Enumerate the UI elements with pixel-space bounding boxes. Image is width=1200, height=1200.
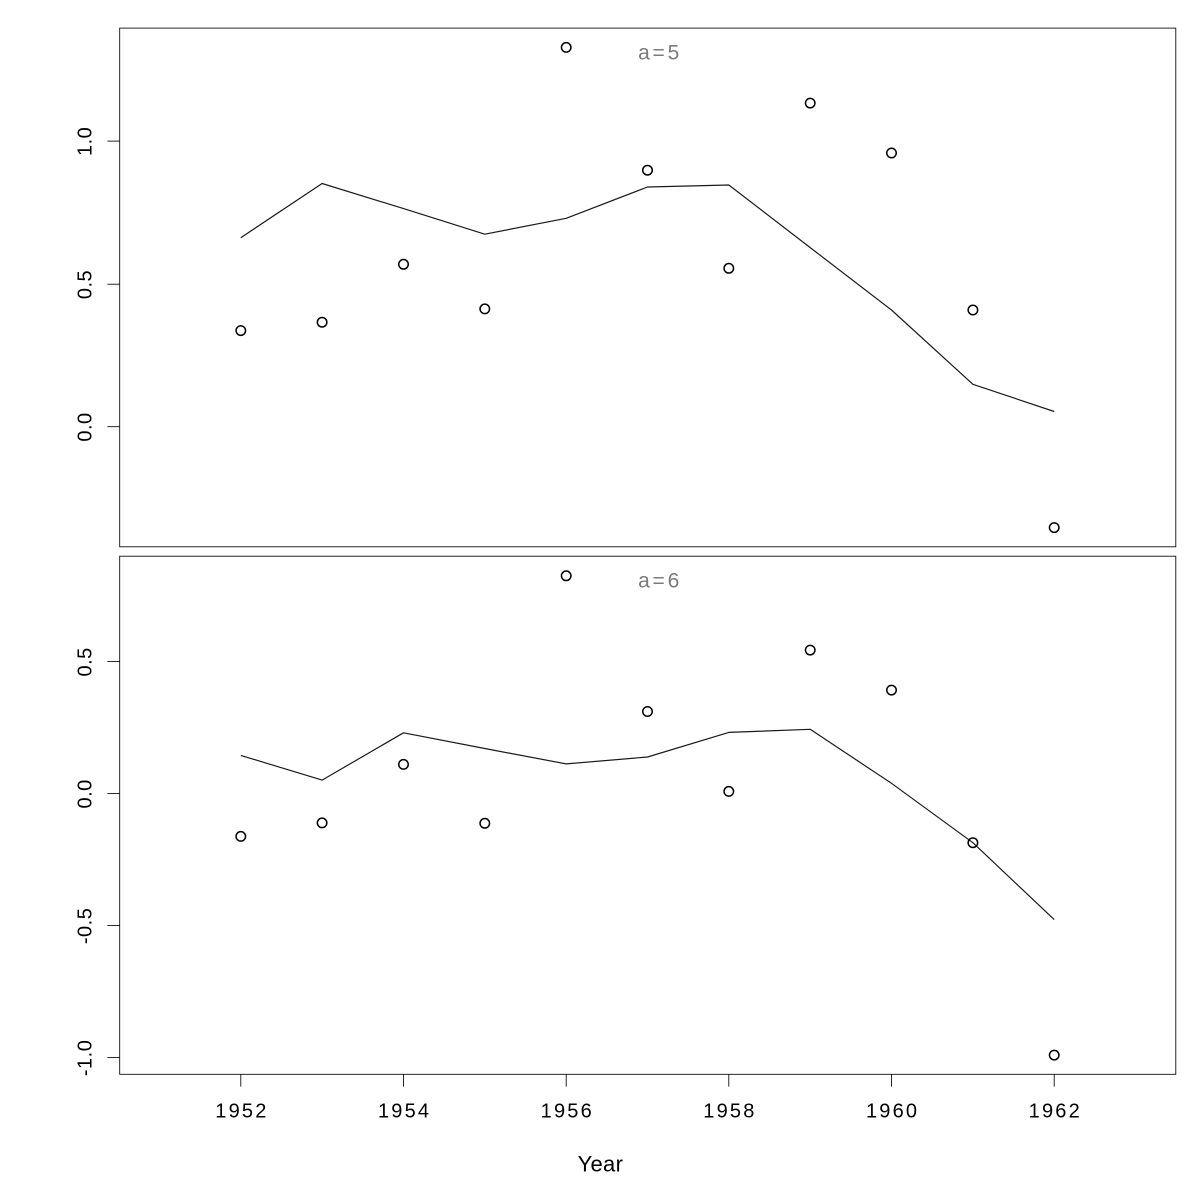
svg-text:Year: Year — [578, 1152, 624, 1177]
svg-text:1.0: 1.0 — [74, 127, 96, 156]
svg-text:0.0: 0.0 — [74, 412, 96, 441]
svg-text:-0.5: -0.5 — [74, 908, 96, 944]
svg-text:1952: 1952 — [215, 1101, 268, 1123]
svg-text:a=6: a=6 — [638, 570, 682, 593]
svg-text:1954: 1954 — [378, 1101, 431, 1123]
svg-text:1956: 1956 — [541, 1101, 594, 1123]
svg-text:1960: 1960 — [866, 1101, 919, 1123]
svg-text:1962: 1962 — [1029, 1101, 1082, 1123]
svg-text:1958: 1958 — [703, 1101, 756, 1123]
svg-text:0.5: 0.5 — [74, 647, 96, 676]
svg-text:0.5: 0.5 — [74, 270, 96, 299]
svg-text:-1.0: -1.0 — [74, 1040, 96, 1076]
svg-text:a=5: a=5 — [638, 42, 682, 65]
svg-text:0.0: 0.0 — [74, 779, 96, 808]
